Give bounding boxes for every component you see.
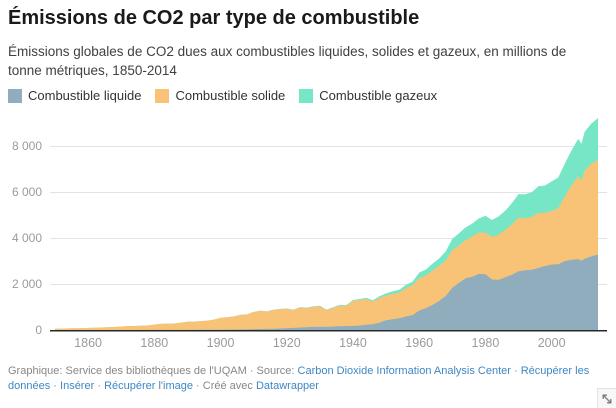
svg-text:1920: 1920 — [273, 336, 301, 350]
svg-text:1900: 1900 — [207, 336, 235, 350]
footer-sep: · — [249, 365, 254, 377]
svg-text:1980: 1980 — [472, 336, 500, 350]
embed-link[interactable]: Insérer — [60, 380, 95, 392]
legend-label-liquide: Combustible liquide — [28, 88, 142, 103]
svg-text:1940: 1940 — [339, 336, 367, 350]
svg-text:1860: 1860 — [74, 336, 102, 350]
legend-item-liquide: Combustible liquide — [8, 89, 141, 103]
footer-sep: · — [513, 365, 518, 377]
svg-text:1880: 1880 — [140, 336, 168, 350]
footer-source-label: Source: — [256, 365, 295, 377]
legend-item-solide: Combustible solide — [155, 89, 285, 103]
footer-sep: · — [97, 380, 101, 392]
get-image-link[interactable]: Récupérer l'image — [104, 380, 193, 392]
datawrapper-link[interactable]: Datawrapper — [255, 380, 319, 392]
svg-text:4 000: 4 000 — [12, 231, 42, 245]
chart-title: Émissions de CO2 par type de combustible — [8, 7, 420, 29]
legend-swatch-solide — [155, 89, 170, 103]
footer-sep: · — [53, 380, 57, 392]
area-combustible-liquide — [55, 254, 598, 330]
resize-handle[interactable] — [597, 388, 616, 408]
get-data-link[interactable]: Récupérer les données — [8, 365, 590, 392]
legend: Combustible liquide Combustible solide C… — [8, 89, 451, 103]
legend-swatch-gazeux — [299, 89, 314, 103]
footer-attribution: Graphique: Service des bibliothèques de … — [8, 364, 606, 394]
legend-swatch-liquide — [8, 89, 22, 103]
svg-text:1960: 1960 — [405, 336, 433, 350]
svg-text:6 000: 6 000 — [12, 185, 42, 199]
diagonal-resize-arrow-icon — [602, 394, 612, 403]
svg-text:2 000: 2 000 — [12, 277, 42, 291]
svg-text:2000: 2000 — [538, 336, 566, 350]
stacked-areas — [55, 117, 598, 330]
y-axis-labels: 0 2 000 4 000 6 000 8 000 — [12, 139, 42, 337]
footer-sep: · — [196, 380, 200, 392]
legend-label-gazeux: Combustible gazeux — [319, 88, 438, 103]
source-link[interactable]: Carbon Dioxide Information Analysis Cent… — [297, 365, 511, 377]
legend-item-gazeux: Combustible gazeux — [299, 89, 437, 103]
footer-graphique-label: Graphique: — [8, 365, 63, 377]
footer-created-with: Créé avec — [202, 380, 253, 392]
x-axis-labels: 1860 1880 1900 1920 1940 1960 1980 2000 — [74, 336, 565, 350]
svg-text:0: 0 — [35, 323, 42, 337]
chart-subtitle: Émissions globales de CO2 dues aux combu… — [8, 44, 567, 78]
footer-author: Service des bibliothèques de l'UQAM — [65, 365, 247, 377]
svg-text:8 000: 8 000 — [12, 139, 42, 153]
legend-label-solide: Combustible solide — [175, 88, 286, 103]
